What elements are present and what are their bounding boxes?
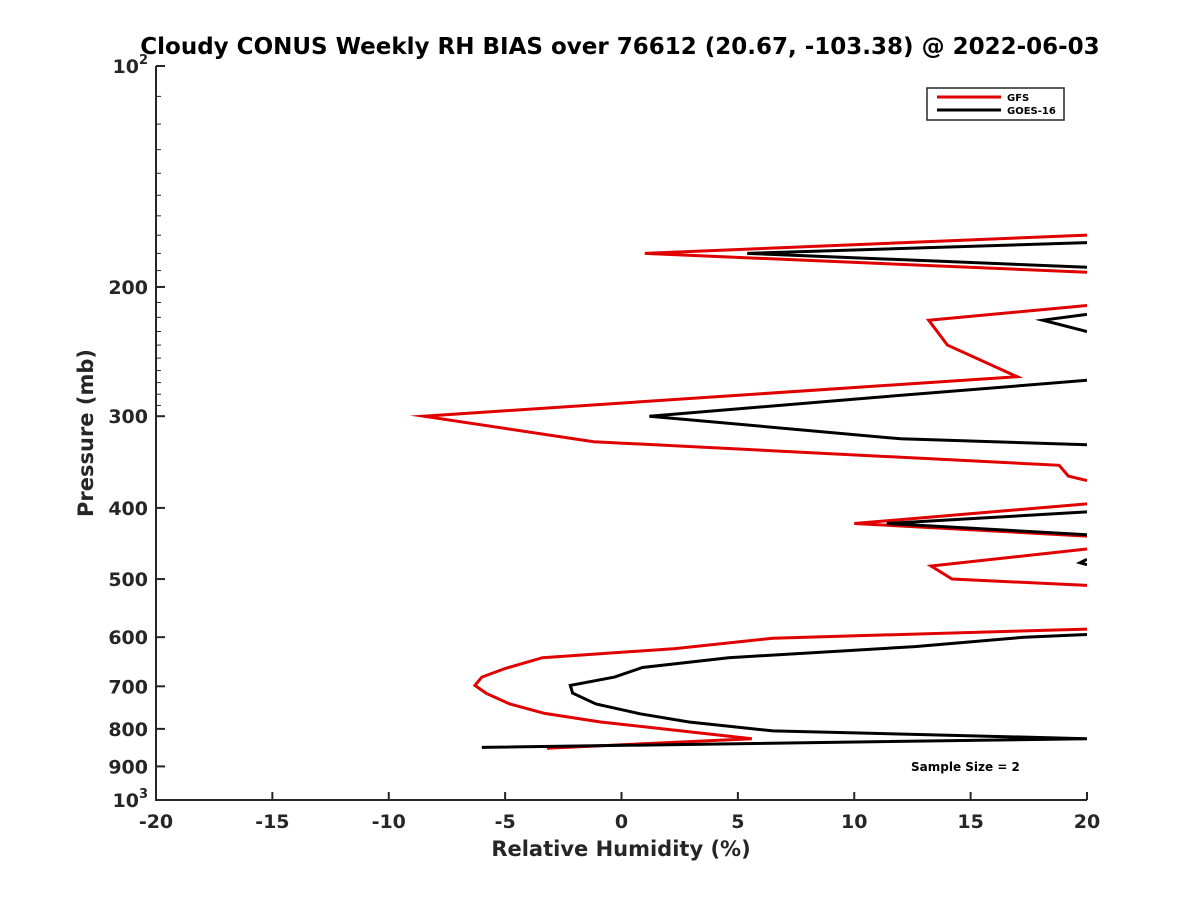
sample-size-annotation: Sample Size = 2	[911, 760, 1020, 774]
x-tick-label: 20	[1074, 811, 1100, 833]
y-tick-label: 900	[108, 756, 148, 778]
series-line-goes-16-4	[1075, 557, 1087, 567]
x-tick-label: 15	[957, 811, 983, 833]
x-tick-label: 10	[841, 811, 867, 833]
x-tick-label: 5	[731, 811, 744, 833]
y-tick-label: 500	[108, 569, 148, 591]
x-tick-label: 0	[615, 811, 628, 833]
series-line-gfs-2	[854, 502, 1087, 538]
series-gfs	[409, 233, 1087, 750]
y-tick-label: 200	[108, 277, 148, 299]
y-tick-label: 300	[108, 406, 148, 428]
series-layer	[409, 233, 1087, 750]
series-line-gfs-3	[926, 547, 1087, 587]
legend-entry-goes-16: GOES-16	[1007, 106, 1056, 117]
x-tick-label: -15	[255, 811, 289, 833]
y-tick-label: 600	[108, 627, 148, 649]
y-tick-label: 400	[108, 498, 148, 520]
y-axis-label: Pressure (mb)	[74, 349, 98, 517]
series-goes-16	[481, 241, 1087, 749]
series-line-goes-16-2	[649, 378, 1087, 447]
y-ticks: 102 200 300 400 500 600 700 800 900 103	[108, 53, 165, 812]
series-line-gfs-4	[472, 627, 1087, 750]
x-tick-label: -5	[495, 811, 516, 833]
legend: GFS GOES-16	[926, 87, 1065, 121]
series-line-gfs-1	[409, 304, 1087, 482]
series-line-goes-16-1	[1034, 312, 1087, 333]
x-tick-label: -10	[372, 811, 406, 833]
series-line-goes-16-3	[886, 510, 1087, 537]
series-line-goes-16-5	[481, 633, 1087, 749]
x-tick-label: -20	[139, 811, 173, 833]
y-tick-label: 700	[108, 676, 148, 698]
legend-box	[926, 87, 1065, 121]
x-ticks: -20 -15 -10 -5 0 5 10 15 20	[139, 792, 1100, 833]
x-axis-label: Relative Humidity (%)	[491, 837, 750, 861]
series-line-gfs-0	[644, 233, 1087, 274]
y-tick-label: 800	[108, 719, 148, 741]
series-line-goes-16-0	[747, 241, 1087, 269]
legend-entry-gfs: GFS	[1007, 93, 1029, 104]
y-tick-label: 103	[113, 787, 149, 812]
y-tick-label: 102	[113, 53, 149, 78]
chart-title: Cloudy CONUS Weekly RH BIAS over 76612 (…	[140, 34, 1099, 60]
